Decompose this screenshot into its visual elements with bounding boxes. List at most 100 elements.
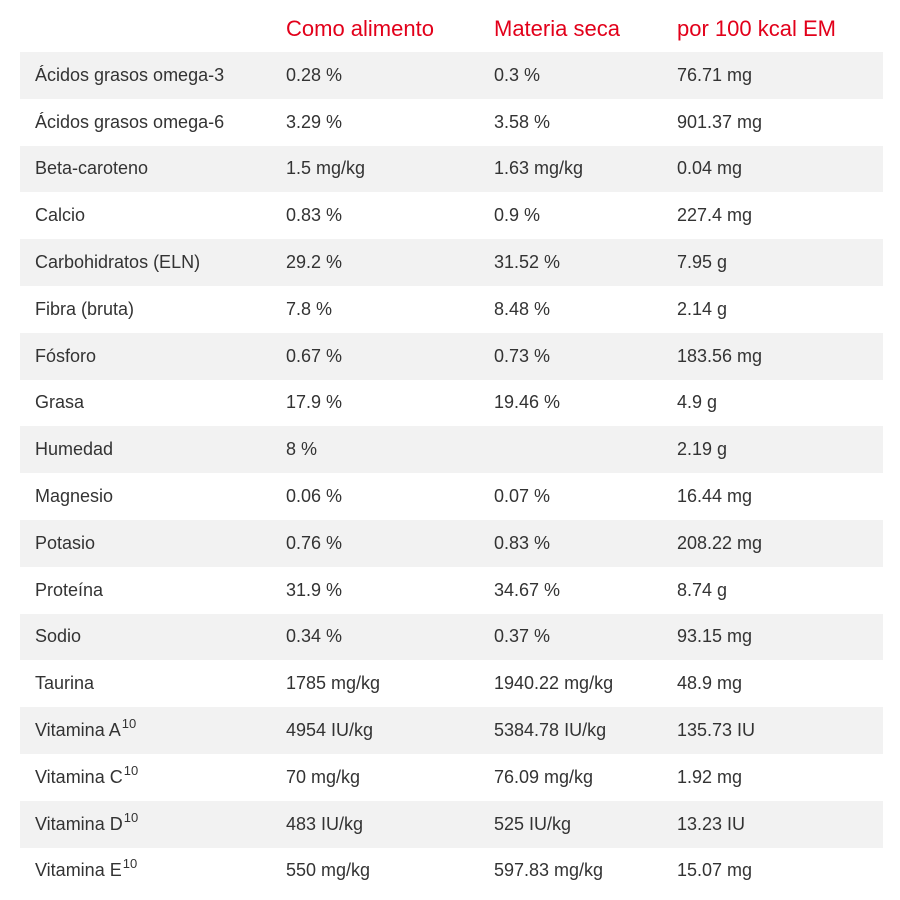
- value-as-fed: 4954 IU/kg: [286, 707, 494, 754]
- table-row: Proteína 31.9 % 34.67 % 8.74 g: [20, 567, 883, 614]
- value-per-100kcal: 4.9 g: [677, 392, 718, 413]
- footnote-marker: 10: [123, 762, 139, 778]
- table-row: Vitamina D10 483 IU/kg 525 IU/kg 13.23 IU: [20, 800, 883, 848]
- nutrient-name-cell: Fósforo: [20, 332, 286, 380]
- nutrient-name: Potasio: [35, 532, 96, 553]
- value-as-fed: 70 mg/kg: [286, 766, 361, 787]
- value-dry-matter: 3.58 %: [494, 111, 551, 132]
- value-dry-matter: 76.09 mg/kg: [494, 766, 594, 787]
- value-dry-matter: 0.37 %: [494, 613, 677, 661]
- value-as-fed: 0.76 %: [286, 519, 494, 567]
- value-dry-matter: 8.48 %: [494, 298, 551, 319]
- value-per-100kcal: 15.07 mg: [677, 860, 753, 881]
- value-as-fed: 0.28 %: [286, 52, 494, 99]
- value-per-100kcal: 2.19 g: [677, 426, 883, 474]
- value-per-100kcal: 0.04 mg: [677, 145, 883, 193]
- nutrient-name-cell: Fibra (bruta): [20, 286, 286, 333]
- nutrient-name-cell: Potasio: [20, 519, 286, 567]
- nutrient-name-cell: Calcio: [20, 192, 286, 239]
- value-as-fed: 17.9 %: [286, 392, 343, 413]
- value-as-fed: 0.06 %: [286, 486, 343, 507]
- value-dry-matter: 0.83 %: [494, 519, 677, 567]
- nutrient-name: Fósforo: [35, 345, 97, 366]
- value-per-100kcal: 48.9 mg: [677, 673, 743, 694]
- value-per-100kcal: 1.92 mg: [677, 766, 743, 787]
- value-per-100kcal: 76.71 mg: [677, 52, 883, 99]
- nutrient-name: Vitamina D: [35, 813, 123, 834]
- table-row: Fósforo 0.67 % 0.73 % 183.56 mg: [20, 332, 883, 380]
- value-as-fed: 8 %: [286, 426, 494, 474]
- value-as-fed: 3.29 %: [286, 111, 343, 132]
- table-row: Sodio 0.34 % 0.37 % 93.15 mg: [20, 613, 883, 661]
- value-per-100kcal: 135.73 IU: [677, 707, 883, 754]
- nutrient-name-cell: Ácidos grasos omega-3: [20, 52, 286, 99]
- table-row: Fibra (bruta) 7.8 % 8.48 % 2.14 g: [20, 286, 883, 333]
- nutrient-name: Calcio: [35, 205, 86, 226]
- table-row: Humedad 8 % 2.19 g: [20, 426, 883, 474]
- nutrient-name: Vitamina C: [35, 766, 123, 787]
- table-row: Ácidos grasos omega-3 0.28 % 0.3 % 76.71 mg: [20, 52, 883, 99]
- value-as-fed: 483 IU/kg: [286, 800, 494, 848]
- nutrient-name: Fibra (bruta): [35, 298, 135, 319]
- value-dry-matter: 0.3 %: [494, 52, 677, 99]
- nutrient-name-cell: Vitamina E10: [20, 848, 286, 895]
- value-per-100kcal: 7.95 g: [677, 239, 883, 286]
- nutrient-name-cell: Vitamina A10: [20, 707, 286, 754]
- nutrient-name-cell: Humedad: [20, 426, 286, 474]
- nutrient-name-cell: Magnesio: [20, 473, 286, 520]
- value-dry-matter: [494, 426, 677, 474]
- value-dry-matter: 525 IU/kg: [494, 800, 677, 848]
- value-per-100kcal: 8.74 g: [677, 579, 728, 600]
- value-per-100kcal: 901.37 mg: [677, 111, 763, 132]
- table-row: Potasio 0.76 % 0.83 % 208.22 mg: [20, 519, 883, 567]
- nutrient-name-cell: Vitamina D10: [20, 800, 286, 848]
- value-as-fed: 0.34 %: [286, 613, 494, 661]
- nutrient-table: Como alimento Materia seca por 100 kcal …: [20, 6, 883, 894]
- value-per-100kcal: 16.44 mg: [677, 486, 753, 507]
- nutrient-name: Beta-caroteno: [35, 158, 149, 179]
- nutrient-name-cell: Beta-caroteno: [20, 145, 286, 193]
- nutrient-name: Proteína: [35, 579, 104, 600]
- value-dry-matter: 31.52 %: [494, 239, 677, 286]
- value-dry-matter: 1.63 mg/kg: [494, 145, 677, 193]
- value-as-fed: 1785 mg/kg: [286, 673, 381, 694]
- header-per-100kcal: por 100 kcal EM: [677, 16, 836, 41]
- table-row: Calcio 0.83 % 0.9 % 227.4 mg: [20, 192, 883, 239]
- nutrient-name: Carbohidratos (ELN): [35, 252, 201, 273]
- table-row: Magnesio 0.06 % 0.07 % 16.44 mg: [20, 473, 883, 520]
- table-row: Taurina 1785 mg/kg 1940.22 mg/kg 48.9 mg: [20, 660, 883, 707]
- value-as-fed: 550 mg/kg: [286, 860, 371, 881]
- nutrient-name: Sodio: [35, 626, 82, 647]
- value-dry-matter: 34.67 %: [494, 579, 561, 600]
- value-per-100kcal: 93.15 mg: [677, 613, 883, 661]
- footnote-marker: 10: [122, 856, 138, 872]
- table-row: Carbohidratos (ELN) 29.2 % 31.52 % 7.95 g: [20, 239, 883, 286]
- nutrient-name: Vitamina A: [35, 720, 121, 741]
- value-dry-matter: 0.07 %: [494, 486, 551, 507]
- table-row: Vitamina C10 70 mg/kg 76.09 mg/kg 1.92 mg: [20, 754, 883, 801]
- table-row: Ácidos grasos omega-6 3.29 % 3.58 % 901.37 …: [20, 99, 883, 146]
- header-blank: [20, 6, 286, 52]
- nutrient-name-cell: Proteína: [20, 567, 286, 614]
- nutrient-name-cell: Taurina: [20, 660, 286, 707]
- nutrient-name: Taurina: [35, 673, 95, 694]
- table-row: Grasa 17.9 % 19.46 % 4.9 g: [20, 380, 883, 427]
- value-per-100kcal: 227.4 mg: [677, 205, 753, 226]
- footnote-marker: 10: [121, 716, 137, 732]
- table-header: Como alimento Materia seca por 100 kcal …: [20, 6, 883, 52]
- value-per-100kcal: 183.56 mg: [677, 332, 883, 380]
- value-dry-matter: 5384.78 IU/kg: [494, 707, 677, 754]
- footnote-marker: 10: [123, 809, 139, 825]
- value-per-100kcal: 208.22 mg: [677, 519, 883, 567]
- value-dry-matter: 19.46 %: [494, 392, 561, 413]
- nutrient-name-cell: Vitamina C10: [20, 754, 286, 801]
- value-as-fed: 31.9 %: [286, 579, 343, 600]
- table-row: Vitamina A10 4954 IU/kg 5384.78 IU/kg 135.7…: [20, 707, 883, 754]
- table-body: Ácidos grasos omega-3 0.28 % 0.3 % 76.71 mg…: [20, 52, 883, 894]
- nutrient-name: Grasa: [35, 392, 85, 413]
- value-per-100kcal: 13.23 IU: [677, 800, 883, 848]
- value-dry-matter: 597.83 mg/kg: [494, 860, 604, 881]
- value-as-fed: 0.83 %: [286, 205, 343, 226]
- table-row: Vitamina E10 550 mg/kg 597.83 mg/kg 15.07 m…: [20, 848, 883, 895]
- nutrient-name-cell: Carbohidratos (ELN): [20, 239, 286, 286]
